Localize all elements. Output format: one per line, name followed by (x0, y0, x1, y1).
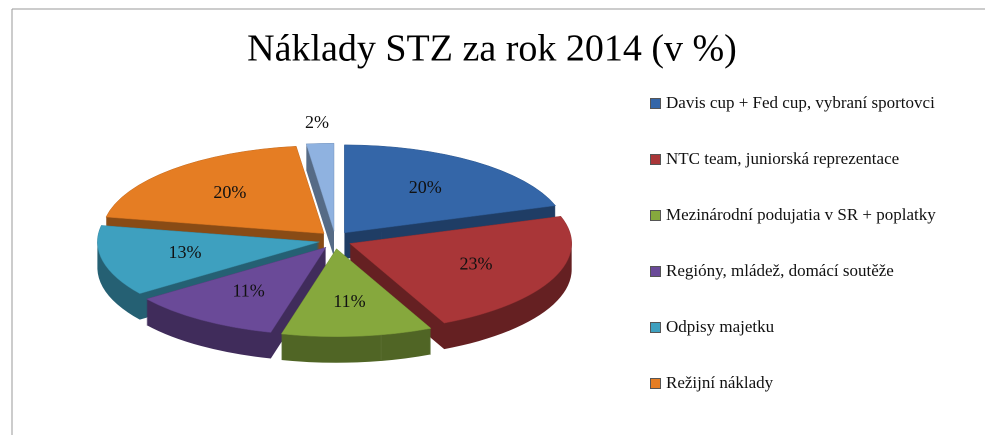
data-label: 23% (460, 253, 493, 273)
legend-swatch (650, 98, 661, 109)
slice-top (280, 248, 432, 338)
legend-label: NTC team, juniorská reprezentace (666, 149, 900, 168)
legend-label: Davis cup + Fed cup, vybraní sportovci (666, 93, 935, 112)
chart-title: Náklady STZ za rok 2014 (v %) (247, 28, 737, 70)
slice-top (105, 146, 325, 234)
legend-item: NTC team, juniorská reprezentace (650, 148, 950, 204)
legend-swatch (650, 322, 661, 333)
slice (97, 225, 320, 320)
legend: Davis cup + Fed cup, vybraní sportovci NT… (650, 92, 950, 428)
slice (145, 246, 327, 359)
data-label: 11% (232, 281, 264, 301)
data-label: 11% (333, 291, 365, 311)
legend-item: Odpisy majetku (650, 316, 950, 372)
data-label: 13% (169, 242, 202, 262)
legend-label: Regióny, mládež, domácí soutěže (666, 261, 894, 280)
legend-label: Mezinárodní podujatia v SR + poplatky (666, 205, 936, 224)
legend-swatch (650, 154, 661, 165)
legend-label: Režijní náklady (666, 373, 774, 392)
legend-item: Režijní náklady (650, 372, 950, 428)
legend-label: Odpisy majetku (666, 317, 775, 336)
slice (305, 142, 335, 258)
slice-top (305, 142, 335, 232)
slice-top (97, 225, 320, 294)
slice (280, 248, 432, 363)
slice-top (344, 144, 557, 234)
data-label: 20% (409, 177, 442, 197)
legend-swatch (650, 210, 661, 221)
legend-item: Davis cup + Fed cup, vybraní sportovci (650, 92, 950, 148)
legend-item: Regióny, mládež, domácí soutěže (650, 260, 950, 316)
legend-item: Mezinárodní podujatia v SR + poplatky (650, 204, 950, 260)
legend-swatch (650, 378, 661, 389)
data-label: 20% (213, 182, 246, 202)
data-label: 2% (305, 112, 329, 132)
legend-swatch (650, 266, 661, 277)
slice-top (349, 216, 572, 324)
slice-top (145, 246, 327, 333)
